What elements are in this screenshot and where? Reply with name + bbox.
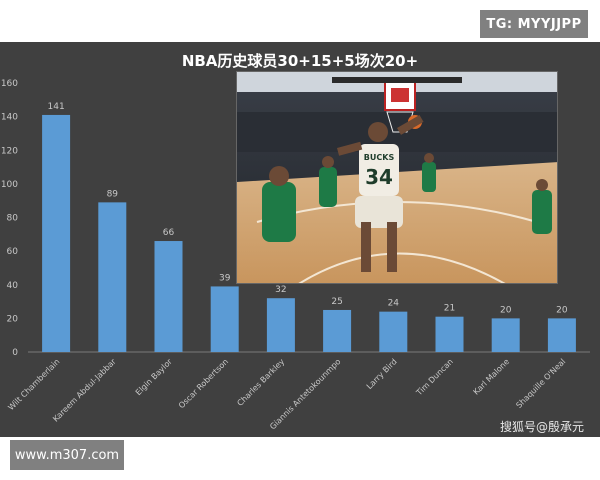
y-tick-label: 40 [7, 281, 19, 291]
y-tick-label: 0 [12, 348, 18, 358]
source-credit: 搜狐号@殷承元 [500, 420, 585, 434]
bar-value-label: 141 [48, 102, 65, 112]
bar [491, 318, 520, 352]
bar [323, 309, 352, 352]
bar-value-label: 24 [388, 299, 400, 309]
y-tick-label: 80 [7, 214, 19, 224]
chart-title: NBA历史球员30+15+5场次20+ [181, 52, 419, 70]
bar-chart: 0 20 40 60 80 100 120 140 160 141 Wilt Chamberlain… [1, 79, 590, 431]
x-category-label: Larry Bird [365, 357, 399, 391]
jersey-name: BUCKS [364, 153, 395, 162]
bar [547, 318, 576, 352]
x-category-label: Elgin Baylor [134, 357, 175, 398]
bar [435, 316, 464, 352]
x-category-label: Charles Barkley [235, 357, 286, 408]
bar-value-label: 66 [163, 228, 175, 238]
y-tick-label: 60 [7, 247, 19, 257]
bar-value-label: 39 [219, 273, 231, 283]
bar-value-label: 21 [444, 304, 455, 314]
bar-value-label: 32 [275, 285, 286, 295]
x-category-label: Wilt Chamberlain [6, 357, 61, 412]
x-category-label: Tim Duncan [414, 357, 455, 398]
y-tick-label: 160 [1, 79, 18, 89]
bar-value-label: 89 [107, 189, 119, 199]
chart-panel: 0 20 40 60 80 100 120 140 160 141 Wilt Chamberlain… [0, 42, 600, 437]
bar-value-label: 20 [500, 305, 512, 315]
bar-value-label: 25 [331, 297, 342, 307]
y-tick-label: 120 [1, 146, 18, 156]
bar [379, 311, 408, 352]
jersey-number: 34 [365, 165, 393, 189]
watermark-badge-top: TG: MYYJJPP [480, 10, 588, 38]
y-tick-label: 100 [1, 180, 18, 190]
y-tick-label: 20 [7, 314, 19, 324]
watermark-badge-bottom: www.m307.com [10, 440, 124, 470]
bar [98, 202, 127, 352]
bar [154, 241, 183, 352]
bar [210, 286, 239, 352]
bar [266, 298, 295, 352]
x-category-label: Karl Malone [472, 357, 512, 397]
x-category-label: Oscar Robertson [177, 357, 230, 410]
bar [42, 114, 71, 352]
y-tick-label: 140 [1, 113, 18, 123]
x-category-label: Kareem Abdul-Jabbar [51, 357, 118, 424]
x-category-label: Shaquille O'Neal [514, 357, 567, 410]
bar-value-label: 20 [556, 305, 568, 315]
basketball-game-photo: BUCKS 34 [236, 71, 558, 284]
